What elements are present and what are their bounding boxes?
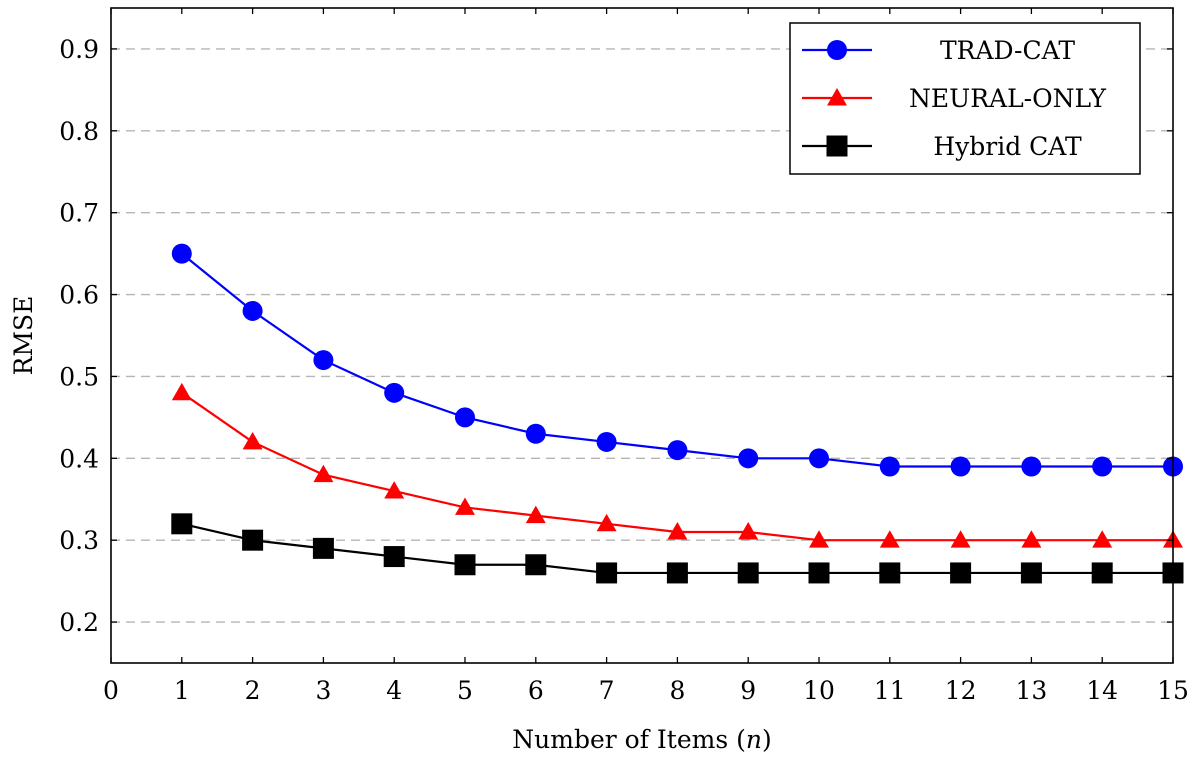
y-tick-label: 0.9 bbox=[59, 35, 99, 64]
x-tick-label: 1 bbox=[174, 676, 190, 705]
data-point bbox=[667, 440, 688, 461]
data-point bbox=[879, 456, 900, 477]
data-point bbox=[950, 562, 972, 584]
x-tick-label: 9 bbox=[740, 676, 756, 705]
legend-label: TRAD-CAT bbox=[940, 36, 1075, 65]
data-point bbox=[1092, 456, 1113, 477]
y-tick-labels: 0.2 0.3 0.4 0.5 0.6 0.7 0.8 0.9 bbox=[59, 35, 99, 637]
x-tick-label: 3 bbox=[315, 676, 331, 705]
data-point bbox=[171, 382, 192, 401]
legend: TRAD-CAT NEURAL-ONLY Hybrid CAT bbox=[789, 22, 1141, 175]
legend-label: Hybrid CAT bbox=[933, 132, 1082, 161]
data-point bbox=[737, 562, 759, 584]
data-point bbox=[313, 350, 334, 371]
data-point bbox=[808, 562, 830, 584]
x-tick-label: 14 bbox=[1086, 676, 1118, 705]
data-point bbox=[242, 300, 263, 321]
series-layer bbox=[171, 243, 1184, 584]
data-point bbox=[384, 481, 405, 499]
data-point bbox=[313, 464, 334, 483]
x-tick-label: 5 bbox=[457, 676, 473, 705]
y-tick-label: 0.2 bbox=[59, 608, 99, 637]
plot-frame bbox=[110, 7, 1174, 664]
data-point bbox=[809, 530, 829, 548]
axis-ticks bbox=[110, 8, 1174, 663]
x-tick-label: 13 bbox=[1015, 676, 1047, 705]
x-tick-label: 12 bbox=[945, 676, 977, 705]
data-point bbox=[525, 423, 546, 444]
x-tick-label: 2 bbox=[245, 676, 261, 705]
data-point bbox=[1021, 530, 1042, 548]
series-hybrid-cat bbox=[171, 513, 1184, 584]
x-axis-title: Number of Items (n) bbox=[512, 725, 771, 754]
data-point bbox=[171, 243, 192, 264]
y-tick-label: 0.5 bbox=[59, 362, 99, 391]
data-point bbox=[383, 546, 405, 568]
y-tick-label: 0.7 bbox=[59, 199, 99, 228]
data-point bbox=[596, 562, 618, 584]
data-point bbox=[242, 529, 264, 551]
legend-label: NEURAL-ONLY bbox=[909, 84, 1106, 113]
data-point bbox=[525, 554, 547, 576]
x-tick-label: 10 bbox=[803, 676, 835, 705]
data-point bbox=[666, 562, 688, 584]
data-point bbox=[879, 530, 900, 548]
y-axis-title: RMSE bbox=[9, 296, 38, 376]
data-point bbox=[738, 448, 759, 469]
data-point bbox=[950, 456, 971, 477]
data-point bbox=[879, 562, 901, 584]
data-point bbox=[950, 530, 971, 548]
x-tick-label: 4 bbox=[386, 676, 402, 705]
x-tick-label: 6 bbox=[528, 676, 544, 705]
x-tick-label: 15 bbox=[1157, 676, 1189, 705]
data-point bbox=[596, 431, 617, 452]
data-point bbox=[596, 513, 617, 532]
x-axis-title-end: ) bbox=[762, 725, 772, 754]
data-point bbox=[809, 448, 829, 469]
y-tick-label: 0.4 bbox=[59, 444, 99, 473]
x-tick-label: 11 bbox=[874, 676, 906, 705]
x-tick-label: 8 bbox=[669, 676, 685, 705]
data-point bbox=[455, 497, 475, 515]
data-point bbox=[738, 522, 759, 540]
data-point bbox=[1092, 530, 1113, 548]
data-point bbox=[312, 537, 334, 559]
data-point bbox=[171, 513, 193, 535]
series-trad-cat bbox=[171, 243, 1183, 477]
data-point bbox=[525, 505, 546, 524]
data-point bbox=[454, 554, 476, 576]
x-axis-title-variable: n bbox=[746, 725, 762, 754]
x-tick-label: 7 bbox=[599, 676, 615, 705]
legend-marker bbox=[827, 88, 847, 106]
x-tick-labels: 0 1 2 3 4 5 6 7 8 9 10 11 12 13 14 15 bbox=[103, 676, 1189, 705]
data-point bbox=[242, 431, 263, 450]
series-neural-only bbox=[171, 382, 1183, 548]
legend-marker bbox=[826, 135, 848, 157]
data-point bbox=[1020, 562, 1042, 584]
legend-marker bbox=[827, 40, 847, 60]
data-point bbox=[1021, 456, 1042, 477]
y-tick-label: 0.8 bbox=[59, 117, 99, 146]
y-tick-label: 0.6 bbox=[59, 281, 99, 310]
y-tick-label: 0.3 bbox=[59, 526, 99, 555]
x-axis-title-text: Number of Items ( bbox=[512, 725, 746, 754]
data-point bbox=[455, 407, 475, 428]
data-point bbox=[384, 382, 405, 403]
x-tick-label: 0 bbox=[103, 676, 119, 705]
data-point bbox=[667, 522, 688, 540]
data-point bbox=[1091, 562, 1113, 584]
